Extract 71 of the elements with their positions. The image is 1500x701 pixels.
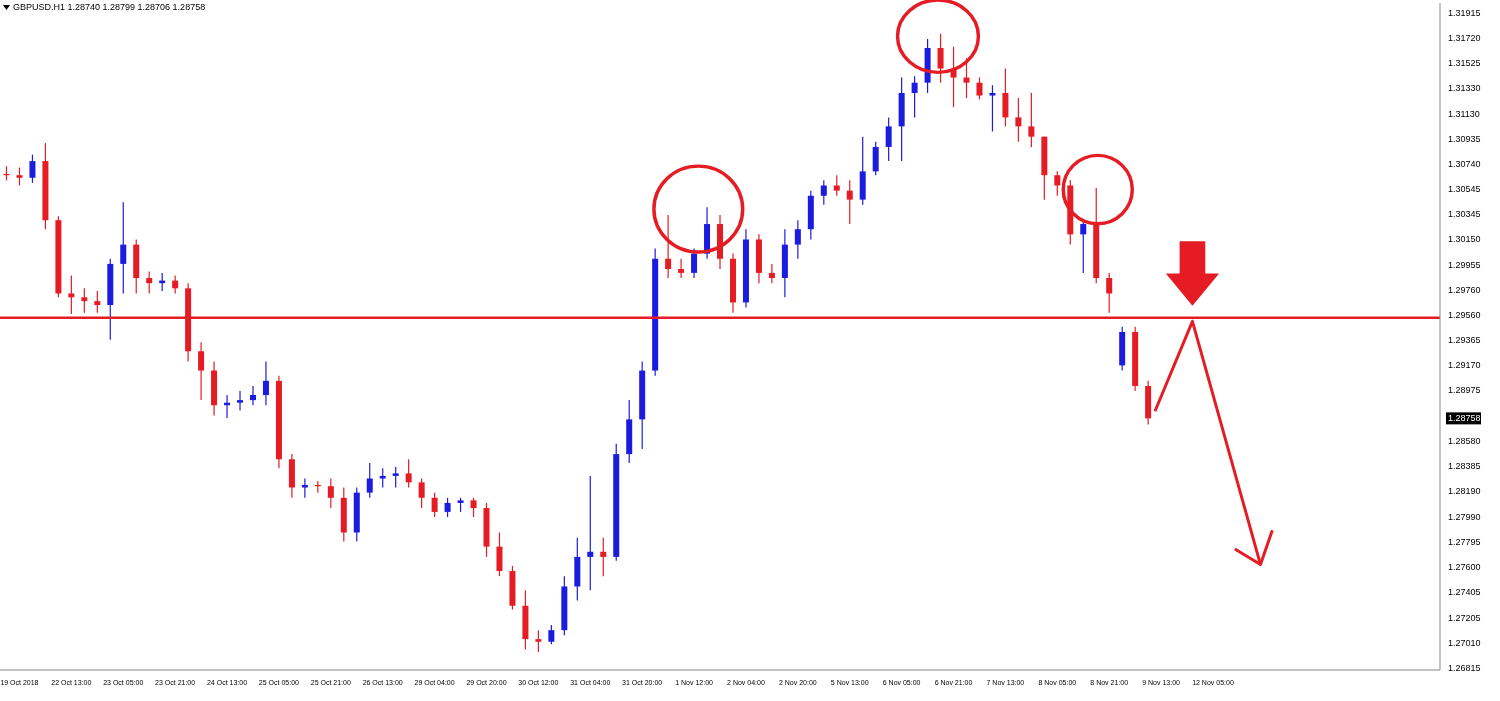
candlestick (172, 274, 179, 295)
y-tick-label: 1.29760 (1448, 284, 1481, 295)
y-tick-label: 1.27795 (1448, 537, 1481, 548)
candlestick (1054, 170, 1061, 197)
y-tick-label: 1.31330 (1448, 82, 1481, 93)
candlestick (1028, 92, 1035, 148)
y-tick-label: 1.30740 (1448, 158, 1481, 169)
candlestick (431, 492, 438, 518)
candlestick (587, 475, 594, 591)
candlestick (81, 287, 88, 314)
candlestick (262, 360, 269, 406)
candlestick (937, 33, 944, 84)
candlestick (249, 385, 256, 406)
y-tick-label: 1.27405 (1448, 587, 1481, 598)
chart-title: GBPUSD.H1 1.28740 1.28799 1.28706 1.28758 (13, 2, 206, 12)
candlestick (548, 624, 555, 645)
y-tick-label: 1.28758 (1448, 413, 1481, 424)
y-tick-label: 1.31915 (1448, 7, 1481, 18)
candlestick (989, 84, 996, 133)
candlestick (1015, 97, 1022, 143)
candlestick (301, 477, 308, 499)
candlestick (198, 341, 205, 401)
y-tick-label: 1.29170 (1448, 360, 1481, 371)
y-tick-label: 1.31525 (1448, 57, 1481, 68)
y-tick-label: 1.30545 (1448, 183, 1481, 194)
candlestick (418, 477, 425, 509)
candlestick (237, 390, 244, 411)
candlestick (444, 497, 451, 518)
y-tick-label: 1.29955 (1448, 259, 1481, 270)
y-tick-label: 1.28190 (1448, 486, 1481, 497)
y-tick-label: 1.28580 (1448, 436, 1481, 447)
candlestick (846, 179, 853, 225)
y-tick-label: 1.30935 (1448, 133, 1481, 144)
y-tick-label: 1.28975 (1448, 385, 1481, 396)
y-tick-label: 1.26815 (1448, 663, 1481, 674)
candlestick (976, 76, 983, 100)
candlestick (68, 274, 75, 315)
candlestick (1106, 272, 1113, 314)
y-tick-label: 1.27010 (1448, 638, 1481, 649)
candlestick (29, 154, 36, 184)
candlestick (911, 75, 918, 118)
candlestick (535, 629, 542, 653)
y-tick-label: 1.30345 (1448, 209, 1481, 220)
candlestick (833, 174, 840, 197)
candlestick (405, 458, 412, 489)
candlestick (366, 462, 373, 499)
candlestick (392, 466, 399, 489)
candlestick (146, 271, 153, 295)
candlestick (963, 57, 970, 99)
candlestick (691, 247, 698, 279)
candlestick (768, 263, 775, 284)
y-tick-label: 1.27205 (1448, 612, 1481, 623)
candlestick (379, 467, 386, 489)
candlestick (678, 258, 685, 279)
candlestick (885, 116, 892, 162)
candlestick (794, 219, 801, 260)
y-tick-label: 1.31720 (1448, 32, 1481, 43)
candlestick (327, 477, 334, 509)
y-tick-label: 1.27990 (1448, 512, 1481, 523)
y-tick-label: 1.29365 (1448, 335, 1481, 346)
candlestick (470, 497, 477, 518)
y-tick-label: 1.30150 (1448, 234, 1481, 245)
y-tick-label: 1.27600 (1448, 562, 1481, 573)
y-tick-label: 1.28385 (1448, 461, 1481, 472)
y-tick-label: 1.29560 (1448, 310, 1481, 321)
candlestick (120, 201, 127, 295)
candlestick (665, 214, 672, 279)
candlestick (820, 179, 827, 206)
y-tick-label: 1.31130 (1448, 108, 1480, 119)
candlestick (94, 290, 101, 314)
candlestick (600, 537, 607, 577)
